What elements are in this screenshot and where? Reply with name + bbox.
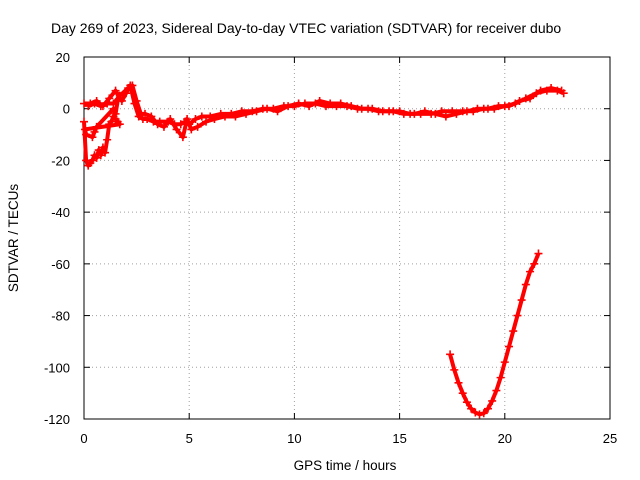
y-tick-label: -80 (51, 309, 70, 324)
chart-title: Day 269 of 2023, Sidereal Day-to-day VTE… (51, 20, 561, 36)
series-initial-excursion (80, 96, 124, 170)
y-tick-label: 0 (63, 102, 70, 117)
data-points (80, 81, 568, 419)
x-tick-label: 5 (186, 431, 193, 446)
y-tick-label: -100 (44, 360, 70, 375)
x-axis-label: GPS time / hours (294, 458, 397, 473)
series-band (84, 83, 565, 127)
y-tick-label: -120 (44, 412, 70, 427)
y-tick-labels: 20 0 -20 -40 -60 -80 -100 -120 (44, 50, 70, 427)
series-band (448, 252, 541, 417)
y-tick-label: -60 (51, 257, 70, 272)
series-band (87, 83, 563, 140)
x-tick-label: 0 (80, 431, 87, 446)
series-main-band-spread (84, 81, 566, 142)
x-tick-labels: 0 5 10 15 20 25 (80, 431, 617, 446)
x-tick-label: 10 (287, 431, 301, 446)
axis-ticks (83, 56, 611, 420)
y-tick-label: -40 (51, 205, 70, 220)
x-tick-label: 25 (603, 431, 617, 446)
x-tick-label: 15 (392, 431, 406, 446)
x-tick-label: 20 (498, 431, 512, 446)
y-tick-label: 20 (56, 50, 70, 65)
y-tick-label: -20 (51, 153, 70, 168)
series-secondary-curve (446, 249, 543, 419)
grid (84, 57, 610, 419)
series-band (82, 100, 122, 168)
y-axis-label: SDTVAR / TECUs (6, 184, 21, 293)
plot-frame (83, 56, 611, 420)
